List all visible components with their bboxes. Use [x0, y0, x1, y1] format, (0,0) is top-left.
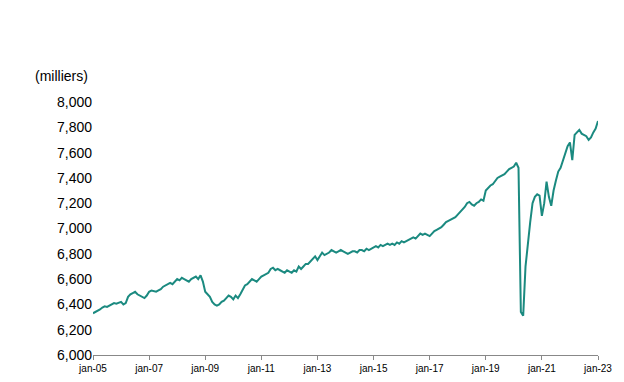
svg-text:7,800: 7,800 — [57, 119, 92, 135]
svg-text:7,000: 7,000 — [57, 220, 92, 236]
svg-text:6,400: 6,400 — [57, 296, 92, 312]
svg-text:6,800: 6,800 — [57, 246, 92, 262]
svg-text:7,400: 7,400 — [57, 170, 92, 186]
svg-text:jan-09: jan-09 — [190, 363, 219, 374]
svg-text:6,600: 6,600 — [57, 271, 92, 287]
svg-text:8,000: 8,000 — [57, 94, 92, 110]
svg-text:7,200: 7,200 — [57, 195, 92, 211]
svg-text:jan-07: jan-07 — [134, 363, 163, 374]
svg-text:6,200: 6,200 — [57, 322, 92, 338]
svg-text:jan-15: jan-15 — [359, 363, 388, 374]
svg-text:jan-17: jan-17 — [415, 363, 444, 374]
svg-text:jan-05: jan-05 — [78, 363, 107, 374]
svg-text:jan-23: jan-23 — [583, 363, 612, 374]
svg-text:7,600: 7,600 — [57, 145, 92, 161]
svg-text:jan-21: jan-21 — [527, 363, 556, 374]
svg-text:jan-11: jan-11 — [247, 363, 275, 374]
svg-text:(milliers): (milliers) — [35, 68, 88, 84]
svg-text:jan-13: jan-13 — [303, 363, 332, 374]
svg-text:6,000: 6,000 — [57, 347, 92, 363]
svg-text:jan-19: jan-19 — [471, 363, 500, 374]
